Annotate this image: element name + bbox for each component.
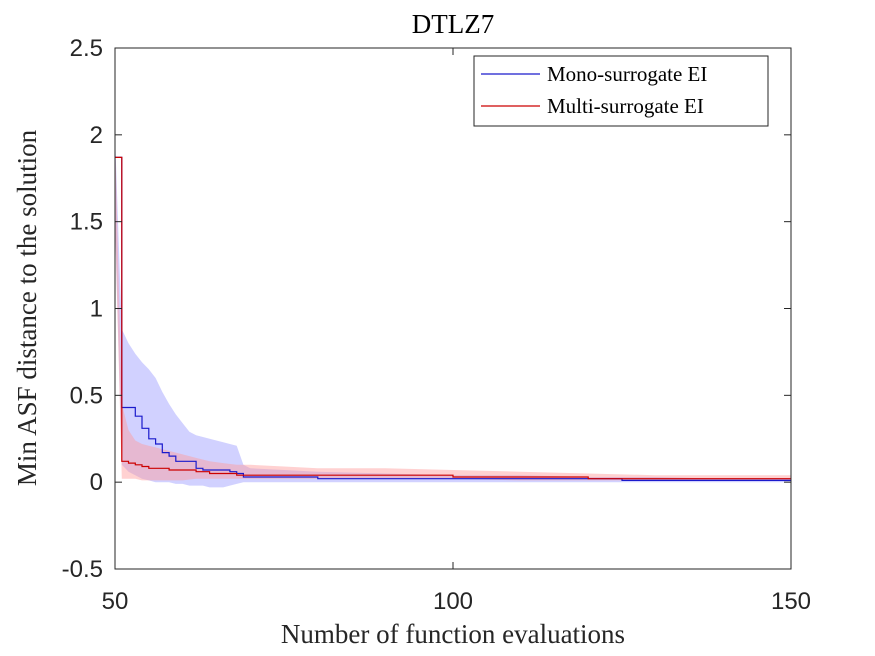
legend: Mono-surrogate EI Multi-surrogate EI xyxy=(473,55,769,127)
confidence-bands xyxy=(115,134,791,488)
y-tick-label: 1.5 xyxy=(70,209,103,236)
y-tick-label: 2 xyxy=(90,122,103,149)
legend-box xyxy=(473,55,769,127)
plot-area xyxy=(115,48,791,569)
x-axis-label: Number of function evaluations xyxy=(281,619,625,649)
y-tick-label: 0 xyxy=(90,469,103,496)
chart-title: DTLZ7 xyxy=(412,9,494,39)
y-tick-label: 0.5 xyxy=(70,382,103,409)
y-tick-label: -0.5 xyxy=(62,556,103,583)
x-tick-label: 100 xyxy=(433,588,473,615)
band-mono xyxy=(115,134,791,488)
axis-ticks: 50 100 150 -0.5 0 0.5 1 1.5 2 2.5 xyxy=(62,35,811,615)
x-tick-label: 50 xyxy=(102,588,129,615)
x-tick-label: 150 xyxy=(771,588,811,615)
y-axis-label: Min ASF distance to the solution xyxy=(12,129,42,486)
legend-label-multi: Multi-surrogate EI xyxy=(547,94,704,118)
y-tick-label: 1 xyxy=(90,296,103,323)
legend-label-mono: Mono-surrogate EI xyxy=(547,62,707,86)
series-line-multi xyxy=(115,156,791,480)
y-tick-label: 2.5 xyxy=(70,35,103,62)
series-lines xyxy=(115,156,791,481)
series-line-mono xyxy=(115,156,791,481)
